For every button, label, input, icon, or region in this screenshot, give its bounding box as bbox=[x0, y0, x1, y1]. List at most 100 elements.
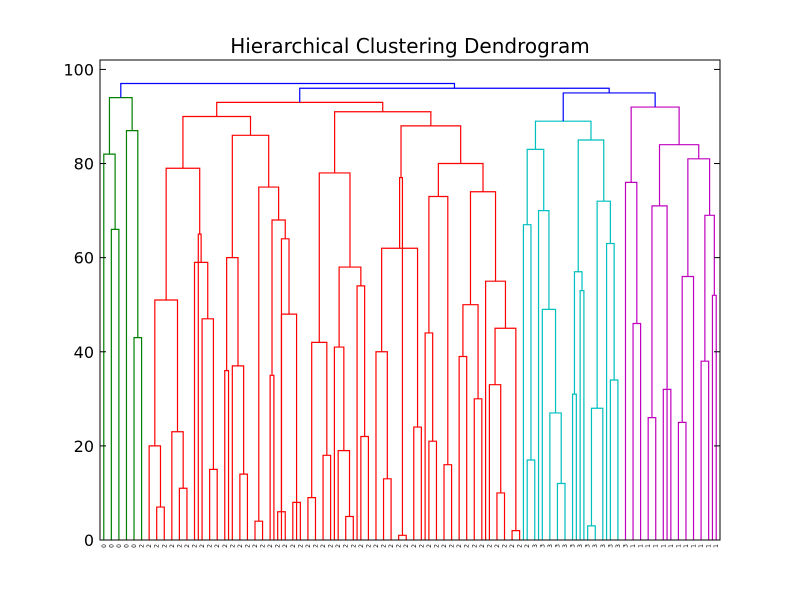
dendrogram-link bbox=[632, 322, 642, 540]
dendrogram-link bbox=[577, 139, 605, 272]
leaf-label: 2 bbox=[192, 544, 199, 548]
dendrogram-link bbox=[469, 191, 497, 305]
dendrogram-link bbox=[549, 412, 562, 540]
dendrogram-link bbox=[318, 172, 351, 343]
leaf-label: 3 bbox=[554, 544, 561, 548]
dendrogram-link bbox=[511, 529, 521, 540]
leaf-label: 1 bbox=[713, 544, 720, 548]
leaf-label: 2 bbox=[479, 544, 486, 548]
leaf-label: 2 bbox=[229, 544, 236, 548]
leaf-label: 2 bbox=[517, 544, 524, 548]
leaf-label: 2 bbox=[139, 544, 146, 548]
dendrogram-link bbox=[400, 125, 462, 178]
leaf-label: 2 bbox=[433, 544, 440, 548]
dendrogram-link bbox=[156, 506, 165, 540]
leaf-label: 2 bbox=[184, 544, 191, 548]
leaf-label: 1 bbox=[630, 544, 637, 548]
dendrogram-link bbox=[496, 492, 506, 540]
dendrogram-link bbox=[375, 351, 388, 540]
leaf-label: 3 bbox=[577, 544, 584, 548]
plot-frame bbox=[99, 59, 721, 541]
dendrogram-link bbox=[573, 271, 583, 395]
dendrogram-link bbox=[458, 355, 468, 540]
dendrogram-link bbox=[333, 346, 345, 540]
leaf-label: 3 bbox=[539, 544, 546, 548]
dendrogram-link bbox=[171, 431, 184, 540]
dendrogram-link bbox=[178, 487, 188, 540]
leaf-label: 2 bbox=[373, 544, 380, 548]
leaf-label: 2 bbox=[169, 544, 176, 548]
leaf-label: 2 bbox=[161, 544, 168, 548]
dendrogram-link bbox=[590, 407, 604, 540]
dendrogram-link bbox=[522, 224, 532, 540]
dendrogram-link bbox=[193, 261, 209, 540]
y-tick-label: 60 bbox=[74, 249, 94, 268]
leaf-label: 2 bbox=[282, 544, 289, 548]
leaf-label: 0 bbox=[108, 544, 115, 548]
leaf-label: 2 bbox=[146, 544, 153, 548]
leaf-label: 2 bbox=[252, 544, 259, 548]
leaf-label: 2 bbox=[297, 544, 304, 548]
dendrogram-link bbox=[398, 534, 407, 540]
leaf-label: 2 bbox=[199, 544, 206, 548]
dendrogram-link bbox=[280, 313, 298, 512]
dendrogram-link bbox=[428, 440, 438, 540]
leaf-label: 1 bbox=[683, 544, 690, 548]
dendrogram-link bbox=[148, 445, 162, 540]
leaf-label: 3 bbox=[570, 544, 577, 548]
dendrogram-link bbox=[382, 478, 392, 540]
dendrogram-link bbox=[587, 525, 596, 540]
dendrogram-link bbox=[537, 209, 550, 540]
dendrogram-link bbox=[473, 398, 483, 540]
leaf-label: 3 bbox=[615, 544, 622, 548]
dendrogram-link bbox=[609, 379, 619, 540]
leaf-label: 2 bbox=[237, 544, 244, 548]
dendrogram-link bbox=[299, 87, 610, 103]
dendrogram-link bbox=[108, 97, 133, 155]
dendrogram-link bbox=[711, 294, 717, 540]
dendrogram-link bbox=[254, 520, 264, 540]
dendrogram-link bbox=[658, 144, 700, 206]
dendrogram-link bbox=[494, 327, 517, 531]
dendrogram-link bbox=[556, 482, 566, 540]
leaf-label: 3 bbox=[547, 544, 554, 548]
leaf-label: 2 bbox=[328, 544, 335, 548]
dendrogram-link bbox=[562, 92, 656, 122]
dendrogram-link bbox=[630, 106, 680, 183]
leaf-label: 2 bbox=[290, 544, 297, 548]
leaf-label: 1 bbox=[660, 544, 667, 548]
leaf-label: 2 bbox=[214, 544, 221, 548]
dendrogram-link bbox=[269, 374, 275, 540]
leaf-label: 2 bbox=[502, 544, 509, 548]
dendrogram-link bbox=[677, 421, 687, 540]
y-tick-label: 80 bbox=[74, 155, 94, 174]
dendrogram-link bbox=[526, 459, 536, 540]
dendrogram-link bbox=[182, 115, 252, 169]
dendrogram-link bbox=[413, 426, 422, 540]
chart-title: Hierarchical Clustering Dendrogram bbox=[230, 34, 590, 58]
leaf-label: 1 bbox=[675, 544, 682, 548]
leaf-label: 2 bbox=[396, 544, 403, 548]
leaf-label: 2 bbox=[335, 544, 342, 548]
leaf-label: 2 bbox=[244, 544, 251, 548]
dendrogram-link bbox=[133, 337, 143, 540]
dendrogram-link bbox=[700, 360, 710, 540]
leaf-label: 2 bbox=[411, 544, 418, 548]
dendrogram-link bbox=[231, 365, 245, 540]
dendrogram-link bbox=[596, 200, 611, 409]
leaf-label: 0 bbox=[116, 544, 123, 548]
dendrogram-link bbox=[337, 449, 351, 540]
leaf-label: 2 bbox=[464, 544, 471, 548]
leaf-label: 2 bbox=[456, 544, 463, 548]
dendrogram-link bbox=[271, 219, 286, 376]
dendrogram-link bbox=[345, 515, 354, 540]
dendrogram-link bbox=[322, 454, 332, 540]
dendrogram-link bbox=[360, 435, 370, 540]
leaf-label: 2 bbox=[524, 544, 531, 548]
leaf-label: 0 bbox=[101, 544, 108, 548]
leaf-label: 2 bbox=[358, 544, 365, 548]
leaf-label: 2 bbox=[275, 544, 282, 548]
leaf-label: 2 bbox=[471, 544, 478, 548]
